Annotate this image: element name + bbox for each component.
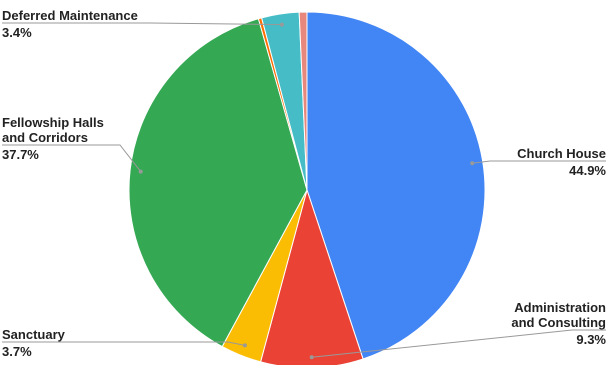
slice-label: Church House	[517, 146, 606, 161]
slice-label: Deferred Maintenance	[2, 8, 138, 23]
pie-slice	[259, 188, 364, 365]
leader-line	[311, 329, 606, 358]
leader-line	[2, 144, 142, 172]
slice-label: Sanctuary	[2, 327, 66, 342]
slice-percent-label: 3.4%	[2, 25, 32, 40]
leader-line	[2, 22, 282, 26]
slice-percent-label: 9.3%	[576, 332, 606, 347]
pie-slice	[128, 18, 308, 348]
pie-slices	[128, 11, 486, 365]
slice-label: and Corridors	[2, 130, 88, 145]
slice-percent-label: 37.7%	[2, 147, 39, 162]
leader-line	[2, 341, 245, 346]
slice-label: Administration	[514, 300, 606, 315]
slice-percent-label: 3.7%	[2, 344, 32, 359]
leader-line	[472, 160, 606, 164]
slice-label: and Consulting	[511, 315, 606, 330]
slice-percent-label: 44.9%	[569, 163, 606, 178]
slice-label: Fellowship Halls	[2, 115, 104, 130]
pie-slice	[298, 11, 308, 191]
